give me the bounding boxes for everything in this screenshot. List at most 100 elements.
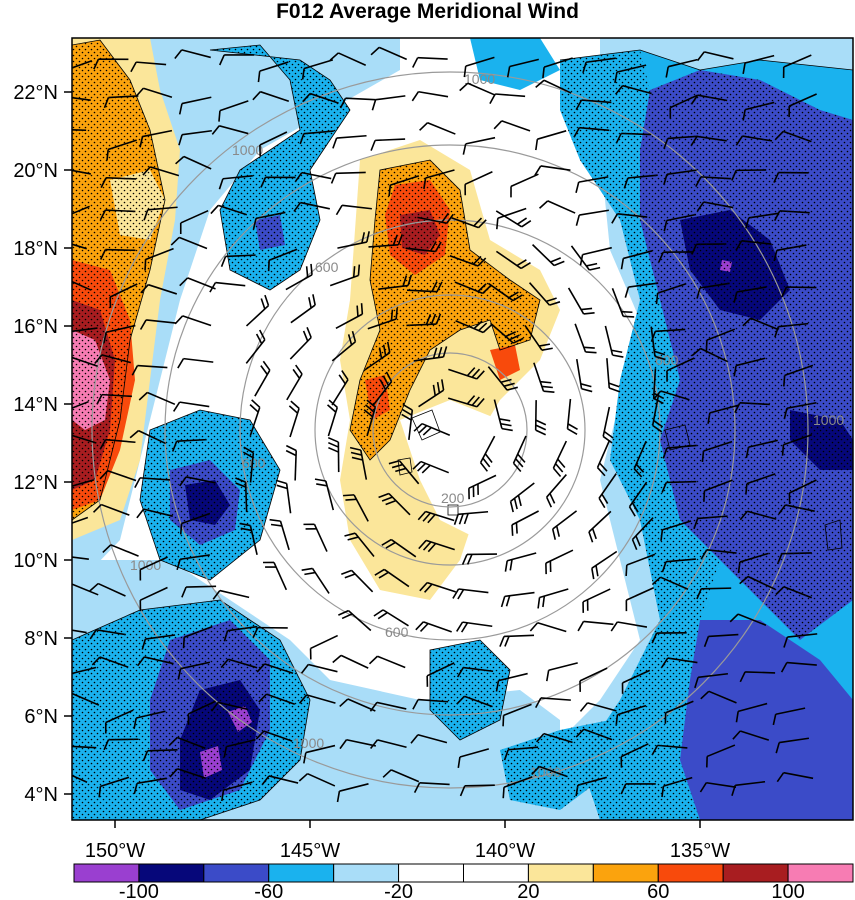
wind-barb	[130, 61, 167, 73]
wind-barb	[174, 315, 212, 327]
wind-barb	[703, 633, 739, 648]
wind-barb	[218, 54, 255, 66]
wind-barb	[212, 589, 250, 600]
wind-barb	[263, 561, 288, 591]
wind-barb	[138, 391, 176, 406]
wind-barb	[733, 357, 766, 377]
wind-barb	[285, 444, 298, 481]
wind-barb	[298, 694, 336, 704]
wind-barb	[332, 654, 369, 669]
wind-barb	[332, 134, 367, 149]
wind-barb	[99, 209, 136, 221]
wind-barb	[179, 476, 216, 487]
colorbar-label: -100	[119, 881, 159, 900]
wind-barb	[575, 359, 593, 393]
wind-barb	[598, 473, 617, 509]
wind-barb	[783, 633, 818, 648]
range-ring-1000	[91, 71, 809, 789]
wind-barb	[378, 492, 411, 516]
colorbar-swatch	[138, 863, 205, 883]
wind-barb	[493, 120, 531, 132]
wind-barb	[487, 282, 523, 302]
wind-barb	[252, 626, 288, 638]
wind-barb	[745, 439, 778, 459]
wind-barb	[378, 274, 413, 290]
wind-barb	[170, 236, 208, 250]
wind-barb	[388, 459, 420, 485]
wind-barb	[742, 317, 779, 331]
wind-barb	[100, 176, 137, 188]
wind-barb	[739, 510, 777, 521]
wind-barb	[256, 663, 294, 674]
wind-barb	[129, 429, 166, 445]
wind-barb	[309, 634, 339, 660]
wind-barb	[89, 628, 126, 640]
ring-label: 600	[315, 259, 339, 275]
wind-barb	[72, 59, 93, 69]
wind-barb	[178, 96, 212, 115]
wind-barb	[774, 130, 812, 143]
wind-barb	[218, 175, 253, 190]
wind-barb	[368, 234, 403, 248]
wind-barb	[255, 730, 293, 742]
wind-barb	[699, 781, 737, 793]
wind-barb	[72, 516, 89, 524]
wind-barb	[773, 210, 810, 221]
wind-barb	[103, 95, 139, 109]
wind-barb	[142, 748, 178, 762]
wind-barb	[735, 240, 772, 251]
wind-barb	[381, 538, 417, 558]
wind-barb	[72, 479, 95, 487]
wind-barb	[575, 728, 613, 741]
wind-barb	[415, 621, 452, 633]
wind-barb	[177, 357, 214, 369]
wind-barb	[344, 532, 375, 558]
wind-barb	[211, 125, 249, 135]
wind-barb	[223, 738, 256, 758]
wind-barb	[734, 402, 770, 414]
wind-barb	[620, 743, 649, 768]
wind-barb	[528, 282, 561, 306]
colorbar-swatch	[527, 863, 594, 883]
wind-barb	[172, 401, 210, 412]
wind-barb	[337, 231, 370, 249]
wind-barb	[502, 703, 532, 727]
wind-barb	[707, 404, 739, 424]
wind-barb	[369, 739, 407, 749]
region-white-mid	[240, 300, 330, 400]
wind-barb	[339, 97, 376, 109]
wind-barb	[693, 515, 728, 530]
wind-barb	[459, 82, 496, 96]
wind-barb	[623, 174, 658, 189]
wind-barb	[575, 99, 612, 111]
wind-barb	[218, 100, 249, 122]
wind-barb	[135, 87, 173, 99]
wind-barb	[691, 243, 727, 255]
wind-barb	[464, 171, 493, 196]
wind-barb	[570, 245, 601, 271]
range-ring-200	[372, 352, 528, 508]
colorbar-swatch	[592, 863, 659, 883]
wind-barb	[606, 358, 620, 393]
wind-barb	[731, 169, 767, 181]
wind-barb	[579, 246, 612, 266]
lat-label: 22°N	[13, 82, 58, 104]
wind-barb	[209, 281, 246, 293]
wind-barb	[269, 518, 290, 551]
lat-label: 8°N	[24, 628, 58, 650]
wind-barb	[574, 323, 597, 354]
wind-barb	[301, 567, 330, 594]
wind-barb	[72, 169, 91, 175]
wind-barb	[669, 94, 698, 119]
ring-label: 1000	[293, 735, 324, 751]
wind-barb	[136, 508, 173, 519]
lat-label: 12°N	[13, 472, 58, 494]
wind-barb	[370, 46, 408, 61]
wind-barb	[141, 634, 176, 650]
wind-barb	[778, 504, 815, 515]
wind-barb	[411, 90, 449, 102]
wind-barb	[506, 58, 539, 78]
wind-barb	[410, 733, 448, 744]
wind-barb	[456, 695, 493, 708]
colorbar: -100 -60 -20 20 60 100	[73, 863, 854, 900]
